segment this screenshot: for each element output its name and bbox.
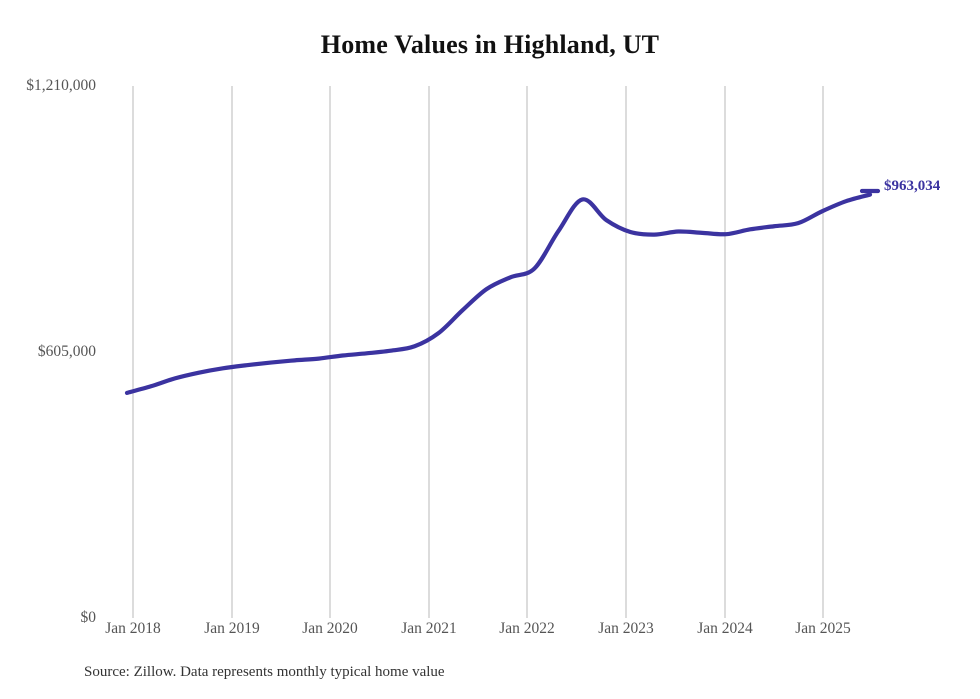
page-title: Home Values in Highland, UT — [320, 30, 660, 59]
home-value-series-line — [124, 192, 873, 395]
x-axis-tick-jan-2025: Jan 2025 — [795, 620, 851, 637]
x-axis-tick-jan-2018: Jan 2018 — [105, 620, 161, 637]
x-axis-tick-jan-2020: Jan 2020 — [302, 620, 358, 637]
source-note: Source: Zillow. Data represents monthly … — [84, 664, 445, 680]
y-axis-tick-mid: $605,000 — [37, 343, 96, 360]
x-axis-tick-jan-2019: Jan 2019 — [204, 620, 260, 637]
gridlines — [132, 86, 824, 618]
y-axis-tick-min: $0 — [80, 609, 97, 626]
x-axis-tick-jan-2022: Jan 2022 — [499, 620, 555, 637]
x-axis-tick-jan-2021: Jan 2021 — [401, 620, 457, 637]
y-axis-tick-max: $1,210,000 — [26, 77, 96, 94]
end-value-label: $963,034 — [884, 178, 941, 194]
x-axis-tick-jan-2023: Jan 2023 — [598, 620, 654, 637]
x-axis-tick-jan-2024: Jan 2024 — [697, 620, 753, 637]
